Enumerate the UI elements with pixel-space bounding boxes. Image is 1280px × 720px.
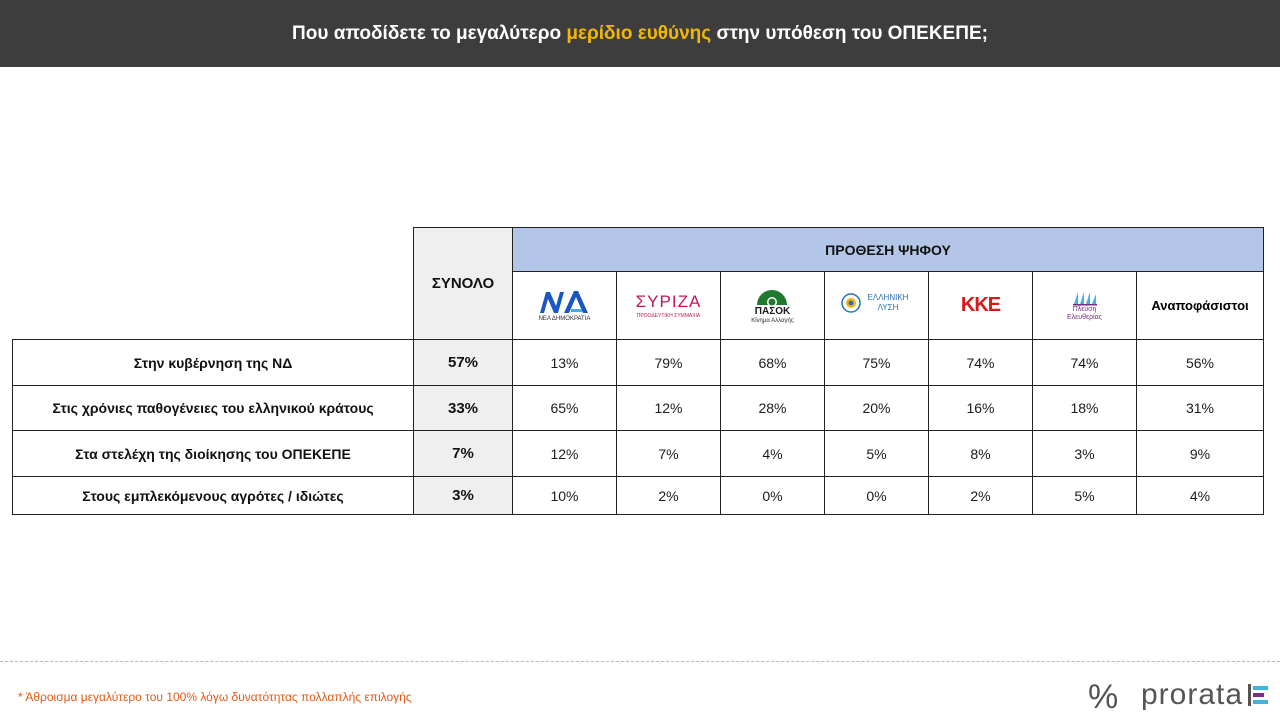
total-header: ΣΥΝΟΛΟ	[413, 227, 513, 340]
elliniki-lysi-logo-icon: ΕΛΛΗΝΙΚΗ ΛΥΣΗ	[841, 293, 912, 313]
table-row: Στην κυβέρνηση της ΝΔ 57% 13% 79% 68% 75% 74% 7…	[12, 339, 1264, 386]
value-cell: 79%	[616, 339, 721, 386]
value-cell: 74%	[1032, 339, 1137, 386]
value-cell: 65%	[512, 385, 617, 431]
row-label: Στα στελέχη της διοίκησης του ΟΠΕΚΕΠΕ	[12, 430, 414, 477]
total-cell: 57%	[413, 339, 513, 386]
kke-logo-text: ΚΚΕ	[960, 294, 1001, 316]
value-cell: 75%	[824, 339, 929, 386]
value-cell: 74%	[928, 339, 1033, 386]
footer-divider	[0, 661, 1280, 662]
value-cell: 0%	[824, 476, 929, 515]
plefsi-logo-icon: Πλεύση Ελευθερίας	[1059, 290, 1111, 322]
value-cell: 2%	[616, 476, 721, 515]
value-cell: 28%	[720, 385, 825, 431]
value-cell: 10%	[512, 476, 617, 515]
pasok-logo-icon: ΠΑΣΟΚ Κίνημα Αλλαγής	[751, 288, 794, 324]
column-header-elliniki-lysi: ΕΛΛΗΝΙΚΗ ΛΥΣΗ	[824, 271, 929, 340]
value-cell: 9%	[1136, 430, 1264, 477]
column-header-nd: ΝΕΑ ΔΗΜΟΚΡΑΤΙΑ	[512, 271, 617, 340]
table-corner	[13, 228, 414, 340]
pasok-logo-caption: Κίνημα Αλλαγής	[751, 317, 794, 324]
column-header-pasok: ΠΑΣΟΚ Κίνημα Αλλαγής	[720, 271, 825, 340]
prorata-percent-icon: %	[1088, 678, 1119, 716]
column-header-kke: ΚΚΕ	[928, 271, 1033, 340]
row-label: Στις χρόνιες παθογένειες του ελληνικού κ…	[12, 385, 414, 431]
value-cell: 68%	[720, 339, 825, 386]
value-cell: 0%	[720, 476, 825, 515]
column-header-syriza: ΣΥΡΙΖΑ ΠΡΟΟΔΕΥΤΙΚΗ ΣΥΜΜΑΧΙΑ	[616, 271, 721, 340]
value-cell: 5%	[1032, 476, 1137, 515]
syriza-logo-icon: ΣΥΡΙΖΑ ΠΡΟΟΔΕΥΤΙΚΗ ΣΥΜΜΑΧΙΑ	[636, 292, 702, 319]
results-table: ΣΥΝΟΛΟ ΠΡΟΘΕΣΗ ΨΗΦΟΥ ΝΕΑ ΔΗΜΟΚΡΑΤΙΑ ΣΥΡΙ…	[12, 227, 1264, 515]
title-before: Που αποδίδετε το μεγαλύτερο	[292, 22, 562, 44]
table-row: Στους εμπλεκόμενους αγρότες / ιδιώτες 3% 1…	[12, 476, 1264, 515]
footnote: * Άθροισμα μεγαλύτερο του 100% λόγω δυνα…	[18, 690, 412, 704]
row-label: Στους εμπλεκόμενους αγρότες / ιδιώτες	[12, 476, 414, 515]
value-cell: 20%	[824, 385, 929, 431]
title-highlight: μερίδιο ευθύνης	[566, 22, 712, 44]
pasok-logo-text: ΠΑΣΟΚ	[754, 305, 791, 317]
total-cell: 7%	[413, 430, 513, 477]
value-cell: 12%	[616, 385, 721, 431]
kke-logo-icon: ΚΚΕ	[960, 294, 1001, 317]
title-after: στην υπόθεση του ΟΠΕΚΕΠΕ;	[716, 22, 988, 44]
nd-logo-caption: ΝΕΑ ΔΗΜΟΚΡΑΤΙΑ	[538, 316, 591, 322]
nd-logo-icon: ΝΕΑ ΔΗΜΟΚΡΑΤΙΑ	[538, 289, 592, 322]
value-cell: 8%	[928, 430, 1033, 477]
table-row: Στα στελέχη της διοίκησης του ΟΠΕΚΕΠΕ 7% 1…	[12, 430, 1264, 477]
value-cell: 31%	[1136, 385, 1264, 431]
value-cell: 7%	[616, 430, 721, 477]
value-cell: 4%	[720, 430, 825, 477]
brand-name: prorata	[1141, 678, 1244, 711]
value-cell: 5%	[824, 430, 929, 477]
value-cell: 4%	[1136, 476, 1264, 515]
prorata-bars-icon	[1248, 684, 1268, 706]
table-row: Στις χρόνιες παθογένειες του ελληνικού κ…	[12, 385, 1264, 431]
syriza-logo-caption: ΠΡΟΟΔΕΥΤΙΚΗ ΣΥΜΜΑΧΙΑ	[636, 313, 701, 319]
value-cell: 2%	[928, 476, 1033, 515]
column-header-plefsi: Πλεύση Ελευθερίας	[1032, 271, 1137, 340]
total-cell: 33%	[413, 385, 513, 431]
total-cell: 3%	[413, 476, 513, 515]
elliniki-lysi-logo-text: ΕΛΛΗΝΙΚΗ ΛΥΣΗ	[867, 293, 909, 312]
value-cell: 13%	[512, 339, 617, 386]
page-title: Που αποδίδετε το μεγαλύτερο μερίδιο ευθύ…	[0, 0, 1280, 67]
syriza-logo-text: ΣΥΡΙΖΑ	[635, 292, 702, 311]
column-header-undecided: Αναποφάσιστοι	[1136, 271, 1264, 340]
vote-intent-header: ΠΡΟΘΕΣΗ ΨΗΦΟΥ	[512, 227, 1264, 272]
plefsi-logo-text: Πλεύση Ελευθερίας	[1066, 305, 1103, 321]
value-cell: 18%	[1032, 385, 1137, 431]
value-cell: 16%	[928, 385, 1033, 431]
value-cell: 3%	[1032, 430, 1137, 477]
value-cell: 12%	[512, 430, 617, 477]
table-body: Στην κυβέρνηση της ΝΔ 57% 13% 79% 68% 75% 74% 7…	[12, 339, 1264, 515]
value-cell: 56%	[1136, 339, 1264, 386]
row-label: Στην κυβέρνηση της ΝΔ	[12, 339, 414, 386]
